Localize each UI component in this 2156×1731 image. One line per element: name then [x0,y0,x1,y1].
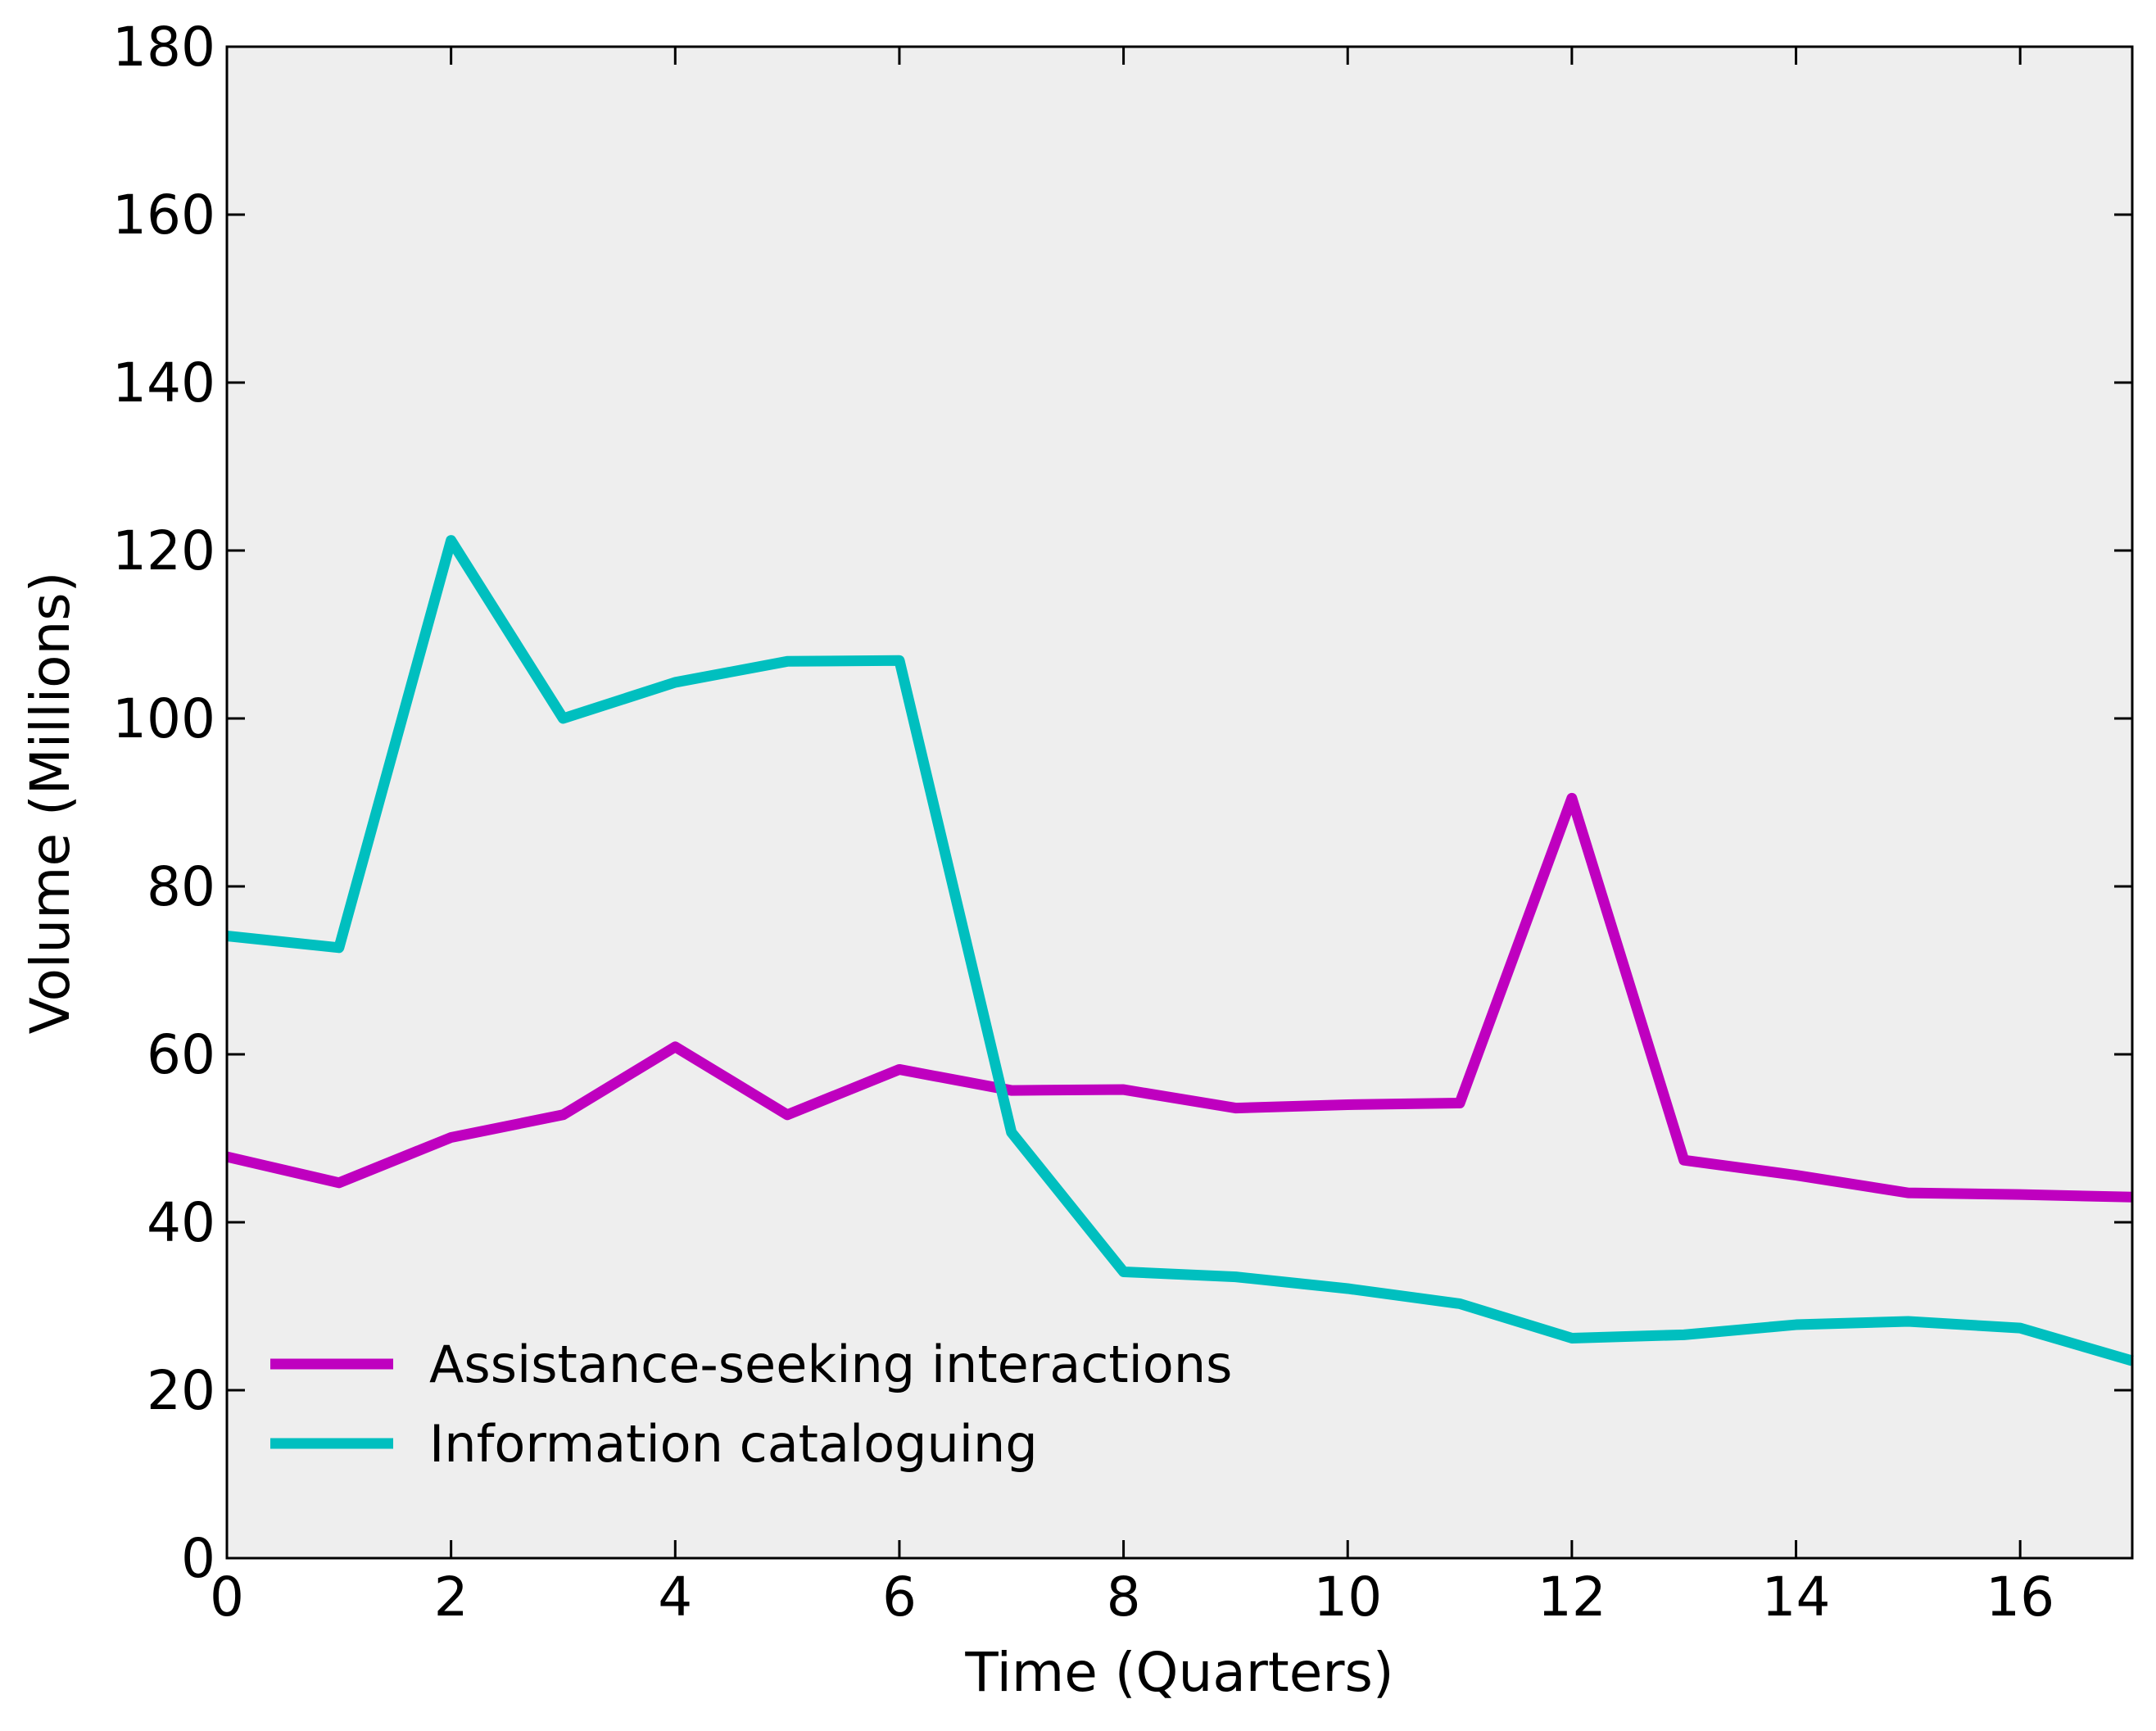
legend-label-2: Information cataloguing [429,1414,1038,1474]
y-tick-label: 140 [112,351,215,415]
x-tick-labels: 0 2 4 6 8 10 12 14 16 [210,1566,2054,1629]
x-tick-label: 6 [882,1566,917,1629]
y-tick-label: 180 [112,16,215,79]
y-tick-label: 40 [147,1191,215,1254]
y-tick-labels: 0 20 40 60 80 100 120 140 160 180 [112,16,215,1590]
series-line-1 [225,792,2133,1203]
x-tick-label: 8 [1107,1566,1141,1629]
plot-background [227,47,2132,1558]
y-tick-label: 20 [147,1359,215,1422]
plot-frame [225,45,2134,1560]
x-tick-label: 2 [434,1566,469,1629]
series-lines [225,535,2134,1366]
legend-label-1: Assistance-seeking interactions [429,1335,1232,1394]
y-tick-label: 120 [112,519,215,582]
legend: Assistance-seeking interactions Informati… [270,1335,1232,1474]
y-tick-label: 80 [147,855,215,918]
series-line-2 [226,535,2134,1366]
y-tick-label: 0 [181,1527,215,1590]
y-axis-title: Volume (Millions) [19,572,82,1035]
x-tick-label: 16 [1986,1566,2054,1629]
x-tick-label: 4 [658,1566,692,1629]
x-tick-label: 14 [1762,1566,1831,1629]
x-tick-label: 12 [1538,1566,1606,1629]
y-tick-label: 100 [112,687,215,750]
x-tick-label: 0 [210,1566,244,1629]
y-tick-label: 160 [112,184,215,247]
y-tick-label: 60 [147,1023,215,1086]
x-tick-label: 10 [1313,1566,1382,1629]
x-axis-title: Time (Quarters) [964,1641,1393,1704]
